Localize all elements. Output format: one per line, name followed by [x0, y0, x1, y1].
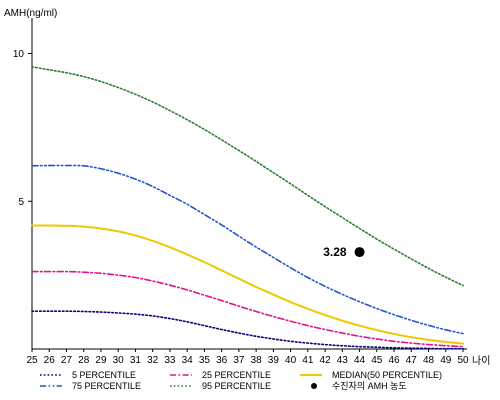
x-tick-label: 36: [216, 355, 228, 366]
series-layer: [31, 66, 464, 350]
legend: 5 PERCENTILE 25 PERCENTILE MEDIAN(50 PERCE…: [40, 370, 442, 391]
x-tick-label: 39: [268, 355, 280, 366]
x-tick-label: 41: [302, 355, 314, 366]
x-tick-label: 35: [199, 355, 211, 366]
x-tick-label: 44: [354, 355, 366, 366]
x-tick-label: 34: [182, 355, 194, 366]
legend-label: 75 PERCENTILE: [72, 381, 141, 391]
x-tick-label: 45: [371, 355, 383, 366]
x-tick-label: 43: [337, 355, 349, 366]
x-tick-label: 30: [113, 355, 125, 366]
legend-marker-swatch: [311, 383, 317, 389]
x-tick-label: 38: [251, 355, 263, 366]
axes: 5 10 25 26 27 28 29 30 31 32 33 34 35 36 37 38 39 40 41 42 4…: [13, 18, 469, 366]
x-tick-label: 33: [164, 355, 176, 366]
x-tick-label: 29: [95, 355, 107, 366]
legend-item: 25 PERCENTILE: [170, 370, 271, 380]
x-tick-label: 27: [61, 355, 73, 366]
legend-item: 95 PERCENTILE: [170, 381, 271, 391]
series-line-95-percentile: [31, 66, 464, 287]
legend-label: 수진자의 AMH 농도: [332, 381, 407, 391]
legend-label: MEDIAN(50 PERCENTILE): [332, 370, 442, 380]
marker-layer: 3.28: [323, 245, 365, 259]
x-tick-label: 42: [320, 355, 332, 366]
x-tick-label: 28: [78, 355, 90, 366]
y-axis-label: AMH(ng/ml): [4, 8, 57, 19]
patient-amh-value-label: 3.28: [323, 245, 347, 259]
x-tick-label: 48: [423, 355, 435, 366]
series-line-25-percentile: [31, 270, 464, 348]
x-tick-label: 31: [130, 355, 142, 366]
x-tick-label: 49: [440, 355, 452, 366]
x-tick-label: 46: [388, 355, 400, 366]
y-tick-label: 10: [13, 49, 25, 60]
legend-item: MEDIAN(50 PERCENTILE): [300, 370, 442, 380]
x-tick-label: 26: [44, 355, 56, 366]
legend-item: 5 PERCENTILE: [40, 370, 136, 380]
x-tick-label: 37: [233, 355, 245, 366]
y-tick-label: 5: [18, 197, 24, 208]
x-tick-label: 40: [285, 355, 297, 366]
series-line-75-percentile: [31, 164, 464, 335]
legend-item: 75 PERCENTILE: [40, 381, 141, 391]
legend-label: 5 PERCENTILE: [72, 370, 136, 380]
x-tick-label: 25: [26, 355, 38, 366]
patient-amh-point: [354, 247, 365, 258]
x-tick-label: 32: [147, 355, 159, 366]
x-tick-label: 50: [457, 355, 469, 366]
legend-label: 95 PERCENTILE: [202, 381, 271, 391]
series-line-median-50-percentile: [31, 224, 464, 345]
legend-item: 수진자의 AMH 농도: [311, 381, 407, 391]
x-tick-label: 47: [406, 355, 418, 366]
legend-label: 25 PERCENTILE: [202, 370, 271, 380]
series-line-5-percentile: [31, 310, 464, 350]
x-axis-label: 나이: [472, 355, 490, 367]
